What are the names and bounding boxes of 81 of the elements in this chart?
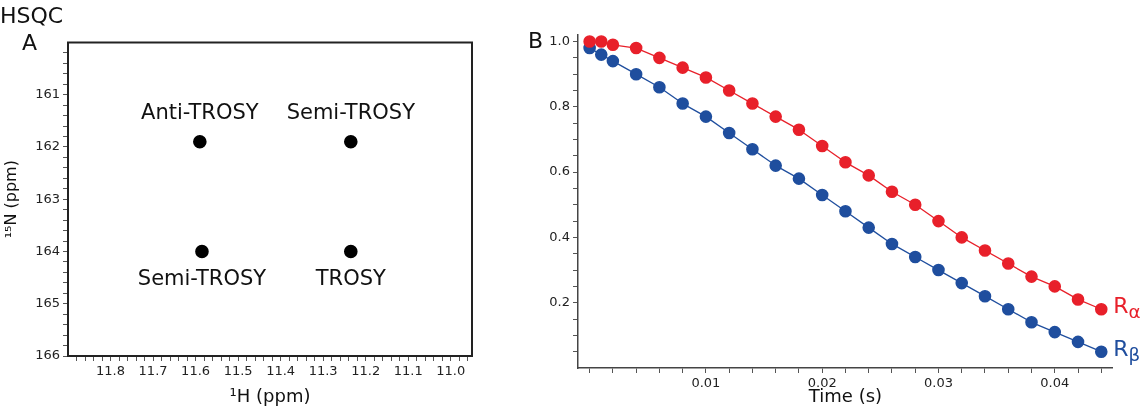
point <box>839 204 852 218</box>
point <box>699 110 713 123</box>
point <box>676 97 689 110</box>
annotation: Semi-TROSY <box>286 99 416 124</box>
x-tick-label: 11.5 <box>223 363 253 379</box>
point <box>815 139 829 153</box>
y-tick-label: 164 <box>35 242 60 258</box>
point <box>862 221 876 234</box>
point <box>1001 257 1015 270</box>
y-tick-label: 0.2 <box>549 294 570 310</box>
series-label: R$_{β}$ <box>1113 335 1141 366</box>
annotation: Anti-TROSY <box>141 99 259 124</box>
point <box>932 263 945 277</box>
point <box>955 231 969 244</box>
point <box>722 126 736 140</box>
point <box>699 71 713 84</box>
point <box>606 54 620 68</box>
point <box>792 172 806 185</box>
point <box>839 156 852 169</box>
point <box>769 110 782 123</box>
point <box>955 276 969 290</box>
point <box>1048 325 1062 339</box>
point <box>746 97 759 110</box>
x-tick-label: 0.01 <box>691 375 721 391</box>
y-tick-label: 0.6 <box>549 163 570 179</box>
point <box>629 67 643 81</box>
y-tick-label: 0.4 <box>549 228 570 244</box>
y-tick-label: 165 <box>35 295 60 311</box>
point <box>722 84 736 97</box>
chart-title: HSQC <box>0 2 64 28</box>
point <box>1094 345 1108 358</box>
annotation: Semi-TROSY <box>137 266 267 291</box>
point <box>885 237 899 251</box>
point <box>1001 302 1015 316</box>
annotation: TROSY <box>314 266 387 291</box>
point <box>746 142 759 156</box>
point <box>1071 335 1085 349</box>
y-axis-title: ¹⁵N (ppm) <box>0 160 20 239</box>
point <box>792 123 806 136</box>
x-tick-label: 0.04 <box>1040 375 1070 391</box>
point <box>606 38 620 52</box>
point <box>1094 302 1108 316</box>
point <box>1025 315 1038 329</box>
point <box>653 51 666 65</box>
point <box>1071 293 1085 306</box>
point <box>908 250 922 264</box>
point <box>908 198 922 212</box>
text: A <box>22 30 38 55</box>
point <box>932 214 945 228</box>
point <box>594 35 608 48</box>
x-tick-label: 11.4 <box>266 363 296 379</box>
point <box>1025 270 1038 283</box>
point <box>862 169 876 182</box>
text: B <box>528 28 544 53</box>
x-tick-label: 11.0 <box>436 363 466 379</box>
point <box>978 289 992 303</box>
point <box>885 185 899 199</box>
y-tick-label: 1.0 <box>549 32 570 48</box>
y-tick-label: 163 <box>35 190 60 206</box>
series-label: R$_{α}$ <box>1113 293 1141 323</box>
point <box>1048 280 1062 293</box>
y-tick-label: 0.8 <box>549 98 570 114</box>
point <box>594 48 608 61</box>
point <box>629 41 643 55</box>
point <box>653 80 666 94</box>
x-tick-label: 11.8 <box>96 363 125 379</box>
x-tick-label: 11.1 <box>393 363 423 379</box>
x-tick-label: 0.03 <box>924 375 953 391</box>
x-tick-label: 11.6 <box>181 363 211 379</box>
point <box>583 35 596 48</box>
x-tick-label: 11.2 <box>351 363 381 379</box>
point <box>815 188 829 202</box>
y-tick-label: 162 <box>35 138 60 154</box>
y-tick-label: 166 <box>35 347 60 363</box>
x-tick-label: 11.3 <box>308 363 338 379</box>
y-tick-label: 161 <box>35 86 60 102</box>
point <box>676 61 689 74</box>
x-tick-label: 11.7 <box>138 363 168 379</box>
point <box>978 244 992 257</box>
x-axis-title: ¹H (ppm) <box>229 384 311 406</box>
point <box>769 159 782 172</box>
